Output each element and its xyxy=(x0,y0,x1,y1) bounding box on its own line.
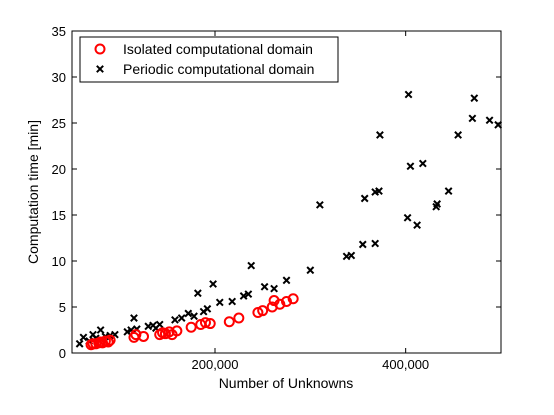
periodic-point xyxy=(406,162,415,171)
periodic-point xyxy=(79,333,88,342)
periodic-point xyxy=(485,116,494,125)
periodic-point xyxy=(130,314,138,322)
periodic-point xyxy=(155,320,164,329)
y-tick-label: 35 xyxy=(52,24,66,39)
periodic-point xyxy=(171,315,179,324)
y-tick-label: 5 xyxy=(59,300,66,315)
legend-marker-isolated xyxy=(94,43,106,55)
periodic-point xyxy=(244,290,253,299)
periodic-point xyxy=(96,326,105,334)
periodic-point xyxy=(413,221,422,230)
isolated-point xyxy=(287,293,299,305)
periodic-point xyxy=(315,200,324,209)
y-axis-ticks: 0 5 10 15 20 25 30 35 xyxy=(52,24,501,361)
periodic-point xyxy=(375,187,383,195)
isolated-point xyxy=(223,316,235,328)
x-axis-title: Number of Unknowns xyxy=(219,375,354,391)
plot-area-frame xyxy=(71,30,502,354)
isolated-point xyxy=(257,305,269,317)
legend-label-isolated: Isolated computational domain xyxy=(123,41,313,57)
data-points xyxy=(75,90,503,351)
isolated-point xyxy=(130,329,142,341)
x-axis-ticks: 200,000 400,000 xyxy=(192,31,429,372)
legend-label-periodic: Periodic computational domain xyxy=(123,61,314,77)
periodic-point xyxy=(260,282,269,291)
y-tick-label: 20 xyxy=(52,162,66,177)
isolated-point xyxy=(199,317,211,329)
periodic-point xyxy=(404,90,413,99)
periodic-point xyxy=(203,304,212,313)
periodic-point xyxy=(403,213,412,222)
periodic-point xyxy=(270,284,279,293)
isolated-point xyxy=(171,325,183,337)
periodic-point xyxy=(358,240,367,249)
periodic-point xyxy=(494,120,503,129)
periodic-point xyxy=(184,309,193,318)
legend-circle-marker xyxy=(94,43,106,55)
periodic-point xyxy=(306,266,315,275)
y-tick-label: 25 xyxy=(52,116,66,131)
isolated-point xyxy=(102,336,114,348)
y-tick-label: 15 xyxy=(52,208,66,223)
isolated-point xyxy=(163,326,175,338)
isolated-point xyxy=(185,321,197,333)
x-tick-label: 400,000 xyxy=(382,357,429,372)
periodic-point xyxy=(190,312,198,321)
isolated-point xyxy=(104,334,116,346)
y-tick-label: 30 xyxy=(52,70,66,85)
periodic-point xyxy=(209,280,218,288)
periodic-point xyxy=(470,94,479,103)
isolated-point xyxy=(204,318,216,330)
isolated-point xyxy=(233,312,245,324)
periodic-point xyxy=(75,339,84,348)
periodic-point xyxy=(433,200,442,208)
x-tick-label: 200,000 xyxy=(192,357,239,372)
y-axis-title: Computation time [min] xyxy=(25,120,41,264)
periodic-point xyxy=(360,194,369,203)
periodic-point xyxy=(371,239,380,248)
y-tick-label: 10 xyxy=(52,254,66,269)
periodic-point xyxy=(228,297,237,306)
periodic-point xyxy=(247,261,256,270)
periodic-point xyxy=(418,159,427,168)
periodic-point xyxy=(239,292,248,300)
isolated-point xyxy=(138,330,149,342)
isolated-point xyxy=(281,295,292,307)
periodic-point xyxy=(444,187,453,195)
legend-x-marker xyxy=(96,65,104,73)
periodic-point xyxy=(177,314,186,322)
periodic-point xyxy=(454,131,463,139)
legend: Isolated computational domain Periodic c… xyxy=(79,36,339,83)
periodic-point xyxy=(193,289,202,298)
y-tick-label: 0 xyxy=(59,346,66,361)
periodic-point xyxy=(376,131,384,139)
legend-box xyxy=(79,36,339,83)
periodic-point xyxy=(468,114,477,123)
isolated-point xyxy=(274,298,286,310)
periodic-point xyxy=(215,298,224,307)
periodic-point xyxy=(282,276,291,285)
periodic-point xyxy=(347,251,356,260)
legend-marker-periodic xyxy=(96,65,104,73)
